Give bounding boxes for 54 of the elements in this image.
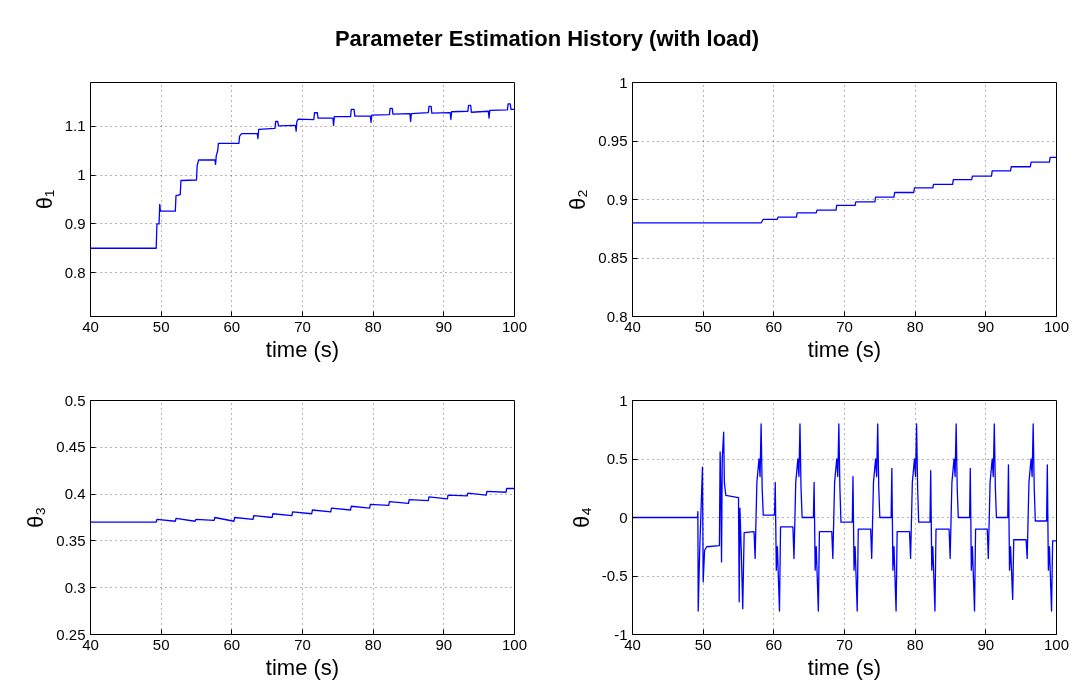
y-tick-label: 0.35 [56, 531, 86, 549]
y-tick-label: 0.85 [598, 249, 628, 266]
x-tick-label: 80 [364, 317, 382, 335]
y-tick-label: 0.8 [606, 307, 628, 325]
y-tick-label: 0.3 [64, 578, 86, 596]
x-tick-label: 80 [906, 317, 924, 335]
y-tick-label: 0.4 [64, 485, 86, 503]
x-tick-label: 70 [836, 317, 853, 335]
x-tick-label: 50 [152, 635, 170, 653]
y-tick-label: 1 [77, 166, 86, 184]
y-axis-title: θ₂ [565, 189, 591, 210]
y-tick-label: 0.5 [606, 450, 628, 467]
x-axis-title: time (s) [265, 336, 340, 362]
y-axis-title: θ₃ [23, 506, 49, 529]
y-tick-label: 0.25 [56, 625, 86, 643]
x-tick-label: 40 [82, 317, 99, 335]
y-tick-label: 1 [619, 73, 628, 91]
x-tick-label: 100 [501, 317, 528, 335]
y-tick-label: 1 [619, 391, 628, 409]
x-axis-title: time (s) [265, 654, 340, 680]
x-tick-label: 50 [694, 635, 712, 653]
x-tick-label: 60 [765, 317, 783, 335]
x-tick-label: 90 [435, 317, 453, 335]
y-tick-label: 0.9 [606, 190, 628, 208]
x-tick-label: 90 [435, 635, 453, 653]
x-tick-label: 60 [765, 635, 783, 653]
x-tick-label: 100 [1043, 635, 1070, 653]
x-tick-label: 90 [977, 635, 995, 653]
x-tick-label: 50 [694, 317, 712, 335]
x-tick-label: 50 [152, 317, 170, 335]
y-tick-label: 0.5 [64, 391, 86, 409]
y-tick-label: -0.5 [601, 567, 628, 584]
y-tick-label: 0.45 [56, 438, 86, 456]
x-tick-label: 60 [223, 317, 241, 335]
x-tick-label: 80 [364, 635, 382, 653]
y-tick-label: 0.9 [64, 214, 86, 232]
y-axis-title: θ₄ [568, 506, 594, 529]
x-tick-label: 70 [294, 635, 311, 653]
x-tick-label: 100 [501, 635, 528, 653]
x-axis-title: time (s) [807, 654, 882, 680]
x-tick-label: 80 [906, 635, 924, 653]
x-tick-label: 60 [223, 635, 241, 653]
x-tick-label: 70 [836, 635, 853, 653]
chart-title: Parameter Estimation History (with load) [334, 25, 760, 53]
y-tick-label: -1 [614, 625, 628, 643]
x-axis-title: time (s) [807, 336, 882, 362]
y-tick-label: 0.95 [598, 132, 628, 149]
y-axis-title: θ₁ [31, 189, 57, 210]
y-tick-label: 0.8 [64, 263, 86, 281]
x-tick-label: 90 [977, 317, 995, 335]
x-tick-label: 100 [1043, 317, 1070, 335]
y-tick-label: 0 [619, 508, 628, 526]
x-tick-label: 70 [294, 317, 311, 335]
y-tick-label: 1.1 [64, 117, 86, 135]
